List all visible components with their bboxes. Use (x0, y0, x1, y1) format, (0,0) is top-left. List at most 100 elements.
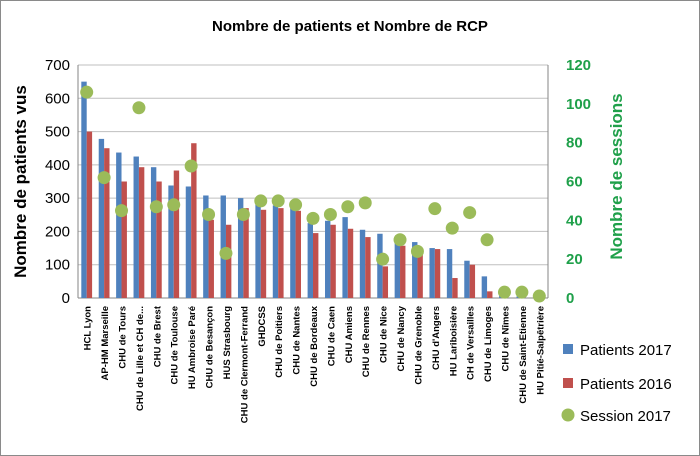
category-label: HCL Lyon (83, 306, 94, 351)
category-label: CHU de Lille et CH de... (135, 306, 146, 411)
legend-swatch-session-2017 (561, 408, 575, 422)
bar-patients-2016 (452, 278, 458, 298)
category-label: CHU d'Angers (431, 306, 442, 370)
category-label: AP-HM Marseille (100, 306, 111, 380)
bar-patients-2017 (203, 195, 209, 298)
bar-patients-2017 (481, 276, 488, 298)
category-label: CHU de Besançon (205, 306, 216, 389)
category-label: CHU de Bordeaux (309, 305, 320, 386)
bar-patients-2017 (412, 242, 418, 298)
bar-patients-2016 (295, 210, 301, 298)
category-label: CHU de Poitiers (274, 306, 285, 378)
bar-patients-2016 (278, 208, 284, 298)
category-label: CHU de Nantes (292, 306, 303, 375)
bar-patients-2016 (104, 148, 110, 298)
legend-swatch-patients-2017 (563, 344, 573, 354)
y-tick-label: 500 (45, 124, 70, 141)
category-label: CHU de Rennes (361, 306, 372, 377)
y2-tick-label: 60 (566, 174, 583, 191)
bar-patients-2017 (237, 198, 244, 298)
bar-patients-2017 (220, 195, 226, 298)
bar-patients-2017 (133, 156, 139, 298)
point-session-2017 (132, 101, 146, 115)
point-session-2017 (184, 159, 198, 173)
bar-patients-2017 (394, 243, 401, 298)
point-session-2017 (306, 211, 320, 225)
bar-patients-2017 (81, 81, 87, 299)
point-session-2017 (323, 208, 337, 222)
category-label: CHU de Caen (326, 306, 337, 366)
bar-patients-2016 (347, 228, 354, 298)
y-tick-label: 700 (45, 57, 70, 74)
point-session-2017 (358, 196, 372, 210)
bar-patients-2017 (307, 223, 313, 298)
y2-tick-label: 0 (566, 290, 574, 307)
bar-patients-2016 (469, 264, 476, 298)
category-label: CHU de Toulouse (170, 306, 181, 384)
category-label: CHU de Clermont-Ferrand (239, 306, 250, 423)
point-session-2017 (289, 198, 303, 212)
category-label: CHU de Nancy (396, 305, 407, 371)
y2-tick-label: 20 (566, 251, 583, 268)
point-session-2017 (376, 252, 390, 266)
point-session-2017 (236, 208, 250, 222)
bar-patients-2016 (208, 219, 214, 298)
bar-patients-2017 (464, 260, 470, 298)
point-session-2017 (393, 233, 407, 247)
bar-patients-2017 (325, 220, 331, 298)
bar-patients-2016 (400, 245, 406, 298)
bar-patients-2017 (255, 203, 261, 298)
bar-patients-2017 (116, 152, 122, 298)
y2-tick-label: 80 (566, 135, 583, 152)
bar-patients-2016 (156, 181, 162, 298)
y2-axis-title: Nombre de sessions (607, 93, 626, 259)
y2-tick-label: 40 (566, 212, 583, 229)
category-label: CHU Amiens (344, 306, 355, 363)
category-label: GHDCSS (257, 306, 268, 347)
bar-patients-2016 (417, 250, 423, 298)
bar-patients-2016 (121, 181, 127, 298)
point-session-2017 (80, 85, 94, 99)
point-session-2017 (480, 233, 494, 247)
bar-patients-2017 (168, 185, 174, 298)
point-session-2017 (271, 194, 285, 208)
bar-patients-2016 (243, 208, 249, 298)
category-label: CHU de Grenoble (413, 306, 424, 385)
category-label: CHU de Limoges (483, 306, 494, 382)
point-session-2017 (202, 208, 216, 222)
y-tick-label: 100 (45, 257, 70, 274)
point-session-2017 (219, 246, 233, 260)
point-session-2017 (97, 171, 111, 185)
bar-patients-2017 (446, 249, 453, 298)
bar-patients-2016 (225, 224, 232, 298)
point-session-2017 (149, 200, 163, 214)
bar-patients-2016 (86, 131, 93, 298)
y-tick-label: 600 (45, 90, 70, 107)
legend-label: Patients 2017 (580, 342, 672, 359)
category-label: CH de Versailles (466, 306, 477, 380)
bar-patients-2017 (290, 206, 296, 298)
category-label: HU Lariboisière (448, 306, 459, 376)
bar-patients-2016 (434, 249, 441, 298)
category-label: CHU de Tours (118, 306, 129, 369)
legend-swatch-patients-2016 (563, 378, 573, 388)
category-label: HU Pitié-Salpêtrière (535, 306, 546, 395)
y-tick-label: 400 (45, 157, 70, 174)
chart-title: Nombre de patients et Nombre de RCP (212, 18, 488, 35)
y-tick-label: 200 (45, 223, 70, 240)
bar-patients-2017 (98, 138, 105, 298)
bar-patients-2017 (359, 229, 366, 298)
y2-tick-label: 100 (566, 96, 591, 113)
bar-patients-2016 (487, 291, 493, 298)
bar-patients-2016 (330, 224, 336, 298)
bar-patients-2017 (185, 186, 192, 298)
point-session-2017 (532, 289, 546, 303)
bar-patients-2017 (150, 167, 157, 298)
bar-patients-2017 (377, 233, 383, 298)
point-session-2017 (410, 244, 424, 258)
bar-patients-2016 (138, 167, 145, 298)
point-session-2017 (445, 221, 459, 235)
point-session-2017 (515, 285, 529, 299)
y-tick-label: 0 (62, 290, 70, 307)
